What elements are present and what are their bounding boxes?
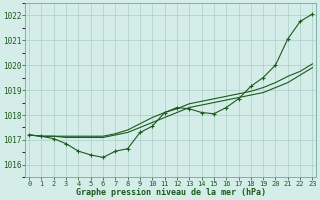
X-axis label: Graphe pression niveau de la mer (hPa): Graphe pression niveau de la mer (hPa)	[76, 188, 266, 197]
